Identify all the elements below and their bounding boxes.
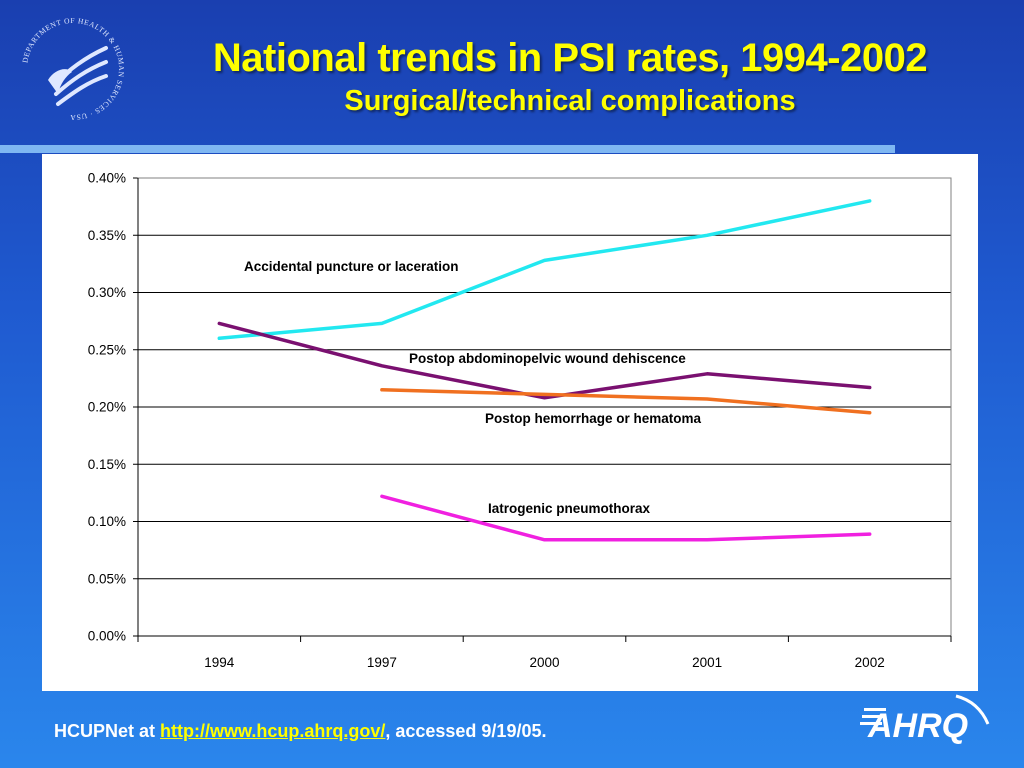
x-tick-label: 2001 <box>692 655 722 670</box>
footer-link[interactable]: http://www.hcup.ahrq.gov/ <box>160 721 386 741</box>
ahrq-logo-text: AHRQ <box>867 707 968 745</box>
y-tick-label: 0.10% <box>88 514 126 529</box>
y-tick-label: 0.30% <box>88 285 126 300</box>
y-tick-label: 0.15% <box>88 457 126 472</box>
series-line <box>380 494 872 542</box>
y-tick-label: 0.25% <box>88 342 126 357</box>
series-label: Accidental puncture or laceration <box>244 259 459 274</box>
x-tick-label: 2000 <box>529 655 559 670</box>
footer-citation: HCUPNet at http://www.hcup.ahrq.gov/, ac… <box>54 720 546 742</box>
footer-suffix: , accessed 9/19/05. <box>385 721 547 741</box>
page-title: National trends in PSI rates, 1994-2002 <box>212 36 928 80</box>
title-rule <box>0 145 895 153</box>
series-line <box>380 388 872 415</box>
series-line <box>217 199 872 341</box>
y-tick-label: 0.35% <box>88 228 126 243</box>
footer-prefix: HCUPNet at <box>54 721 161 741</box>
page-subtitle: Surgical/technical complications <box>344 85 796 117</box>
y-tick-label: 0.00% <box>88 629 126 644</box>
hhs-eagle-seal-icon: DEPARTMENT OF HEALTH & HUMAN SERVICES · … <box>20 16 125 122</box>
series-label: Iatrogenic pneumothorax <box>488 501 651 516</box>
x-tick-label: 1997 <box>367 655 397 670</box>
chart-panel: 0.00% 0.05% 0.10% 0.15% 0.20% 0.25% 0.30% 0.35%… <box>42 154 978 691</box>
y-tick-label: 0.20% <box>88 400 126 415</box>
x-tick-label: 1994 <box>204 655 235 670</box>
series-line <box>217 321 872 400</box>
series-label: Postop hemorrhage or hematoma <box>485 411 702 426</box>
x-tick-label: 2002 <box>855 655 885 670</box>
y-tick-label: 0.05% <box>88 571 126 586</box>
ahrq-logo-icon: AHRQ <box>860 694 990 745</box>
y-tick-label: 0.40% <box>88 171 126 186</box>
series-label: Postop abdominopelvic wound dehiscence <box>409 351 686 366</box>
line-chart: 0.00% 0.05% 0.10% 0.15% 0.20% 0.25% 0.30% 0.35%… <box>88 171 952 670</box>
